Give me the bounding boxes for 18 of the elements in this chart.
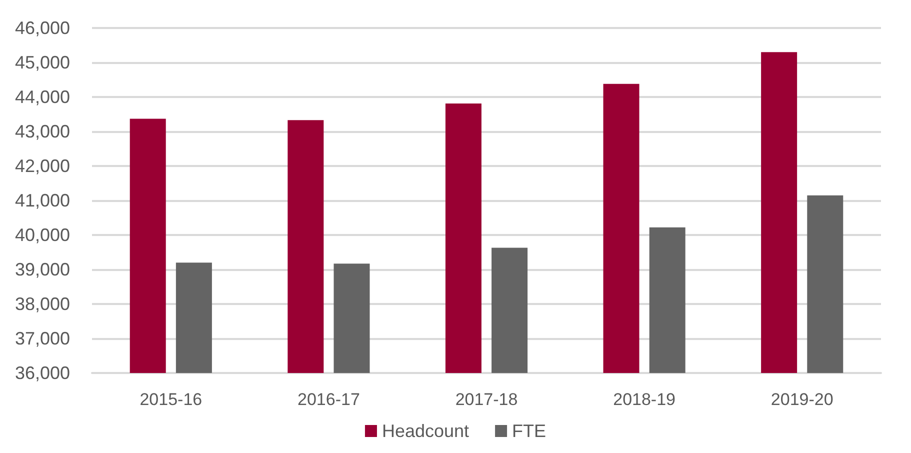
x-tick-label: 2017-18 — [455, 390, 518, 409]
y-tick-label: 43,000 — [14, 122, 70, 142]
y-tick-label: 41,000 — [14, 190, 70, 210]
y-tick-label: 42,000 — [14, 156, 70, 176]
y-tick-label: 39,000 — [14, 260, 70, 280]
y-tick-label: 46,000 — [14, 18, 70, 38]
y-tick-label: 36,000 — [14, 363, 70, 383]
x-tick-label: 2019-20 — [770, 390, 834, 409]
x-tick-label: 2018-19 — [613, 390, 676, 409]
y-tick-label: 40,000 — [14, 225, 70, 245]
legend-label: Headcount — [382, 421, 470, 441]
y-tick-label: 37,000 — [14, 328, 70, 348]
y-tick-label: 38,000 — [14, 294, 70, 314]
legend-label: FTE — [512, 421, 546, 441]
y-tick-label: 45,000 — [14, 52, 70, 72]
x-tick-label: 2016-17 — [298, 390, 360, 409]
y-tick-label: 44,000 — [14, 87, 70, 107]
x-tick-label: 2015-16 — [140, 390, 202, 409]
